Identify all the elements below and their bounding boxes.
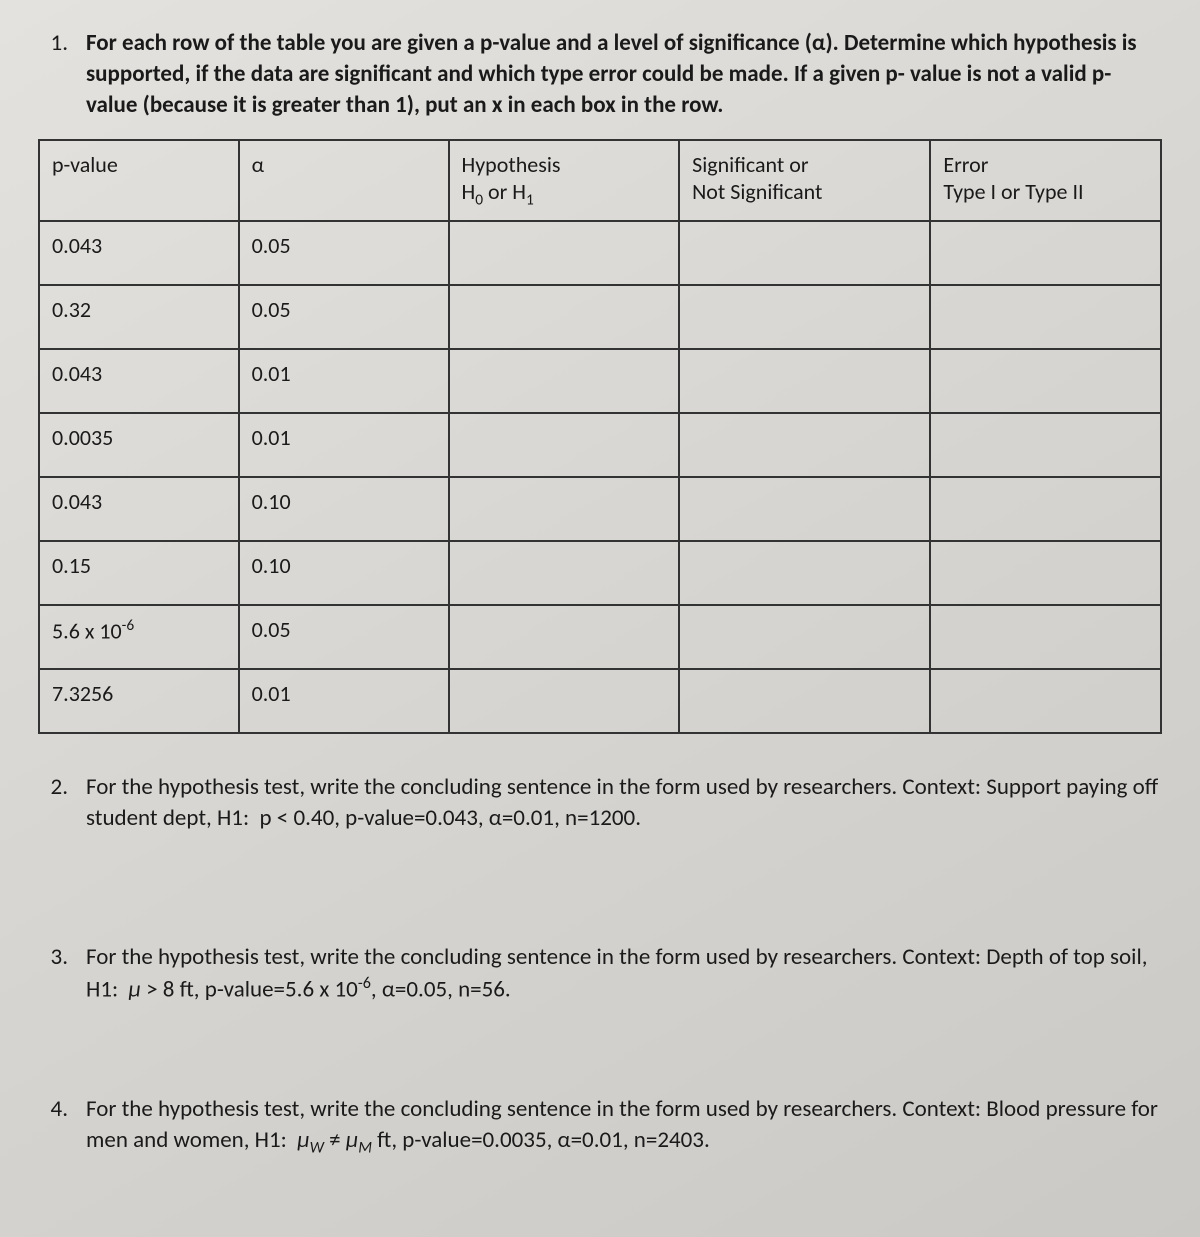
cell-error xyxy=(930,477,1161,541)
cell-hypothesis xyxy=(449,605,680,669)
cell-pvalue: 0.043 xyxy=(39,221,239,285)
cell-hypothesis xyxy=(449,221,680,285)
table-row: 0.320.05 xyxy=(39,285,1161,349)
cell-alpha: 0.10 xyxy=(239,541,449,605)
table-row: 0.0430.01 xyxy=(39,349,1161,413)
cell-alpha: 0.10 xyxy=(239,477,449,541)
cell-alpha: 0.01 xyxy=(239,349,449,413)
header-p: p-value xyxy=(39,140,239,220)
cell-pvalue: 0.0035 xyxy=(39,413,239,477)
cell-significant xyxy=(679,221,930,285)
q3-text: For the hypothesis test, write the concl… xyxy=(86,942,1162,1006)
table-row: 0.0430.05 xyxy=(39,221,1161,285)
cell-significant xyxy=(679,349,930,413)
cell-error xyxy=(930,605,1161,669)
cell-alpha: 0.01 xyxy=(239,669,449,733)
cell-alpha: 0.05 xyxy=(239,285,449,349)
table-header: p-valueαHypothesisH0 or H1Significant or… xyxy=(39,140,1161,220)
cell-error xyxy=(930,541,1161,605)
cell-pvalue: 0.043 xyxy=(39,477,239,541)
q4-text: For the hypothesis test, write the concl… xyxy=(86,1094,1162,1159)
cell-error xyxy=(930,285,1161,349)
cell-error xyxy=(930,669,1161,733)
worksheet-page: 1. For each row of the table you are giv… xyxy=(0,0,1200,1237)
q1-prompt: For each row of the table you are given … xyxy=(86,28,1162,121)
cell-hypothesis xyxy=(449,349,680,413)
cell-pvalue: 7.3256 xyxy=(39,669,239,733)
cell-significant xyxy=(679,605,930,669)
q1-number: 1. xyxy=(38,28,68,121)
question-2: 2. For the hypothesis test, write the co… xyxy=(38,772,1162,834)
table-row: 7.32560.01 xyxy=(39,669,1161,733)
header-s: Significant orNot Significant xyxy=(679,140,930,220)
cell-hypothesis xyxy=(449,669,680,733)
table-row: 0.150.10 xyxy=(39,541,1161,605)
question-1: 1. For each row of the table you are giv… xyxy=(38,28,1162,121)
cell-error xyxy=(930,413,1161,477)
cell-error xyxy=(930,349,1161,413)
cell-pvalue: 5.6 x 10-6 xyxy=(39,605,239,669)
header-e: ErrorType I or Type II xyxy=(930,140,1161,220)
cell-pvalue: 0.043 xyxy=(39,349,239,413)
table-row: 0.00350.01 xyxy=(39,413,1161,477)
cell-significant xyxy=(679,285,930,349)
cell-significant xyxy=(679,413,930,477)
cell-alpha: 0.01 xyxy=(239,413,449,477)
q2-number: 2. xyxy=(38,772,68,834)
answer-space-3 xyxy=(38,1024,1162,1094)
cell-significant xyxy=(679,541,930,605)
cell-pvalue: 0.32 xyxy=(39,285,239,349)
q2-text: For the hypothesis test, write the concl… xyxy=(86,772,1162,834)
cell-significant xyxy=(679,477,930,541)
header-h: HypothesisH0 or H1 xyxy=(449,140,680,220)
cell-alpha: 0.05 xyxy=(239,221,449,285)
cell-hypothesis xyxy=(449,285,680,349)
cell-pvalue: 0.15 xyxy=(39,541,239,605)
answer-space-2 xyxy=(38,852,1162,942)
cell-hypothesis xyxy=(449,413,680,477)
question-3: 3. For the hypothesis test, write the co… xyxy=(38,942,1162,1006)
cell-significant xyxy=(679,669,930,733)
table-row: 5.6 x 10-60.05 xyxy=(39,605,1161,669)
pvalue-table: p-valueαHypothesisH0 or H1Significant or… xyxy=(38,139,1162,734)
cell-hypothesis xyxy=(449,477,680,541)
table-body: 0.0430.050.320.050.0430.010.00350.010.04… xyxy=(39,221,1161,733)
header-a: α xyxy=(239,140,449,220)
cell-error xyxy=(930,221,1161,285)
question-4: 4. For the hypothesis test, write the co… xyxy=(38,1094,1162,1159)
q4-number: 4. xyxy=(38,1094,68,1159)
table-row: 0.0430.10 xyxy=(39,477,1161,541)
q3-number: 3. xyxy=(38,942,68,1006)
cell-alpha: 0.05 xyxy=(239,605,449,669)
cell-hypothesis xyxy=(449,541,680,605)
